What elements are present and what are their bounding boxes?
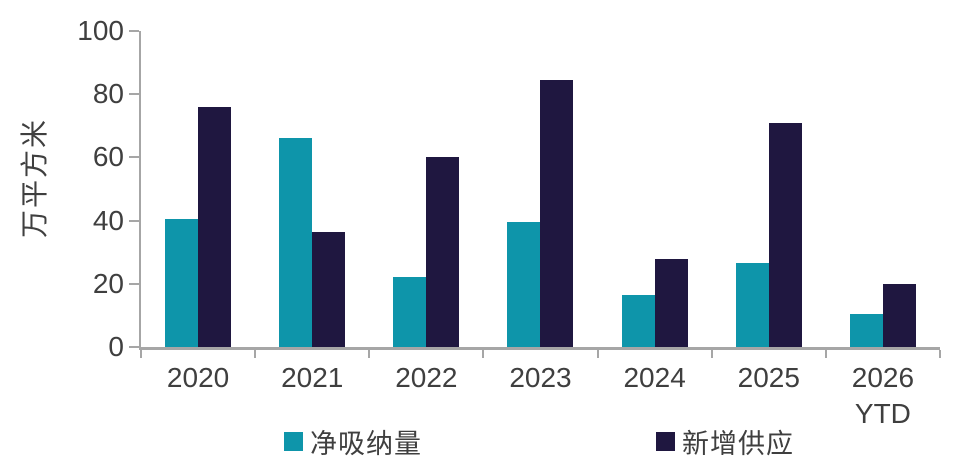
plot-area: 0 20 40 60 80 100 — [77, 17, 941, 361]
bar-group — [255, 31, 369, 347]
x-axis-label: 2020 — [166, 362, 230, 393]
bar-新增供应 — [312, 231, 346, 347]
x-tick-mark — [710, 350, 713, 358]
x-axis-labels: 2020 2021 2022 2023 2024 2025 2026 YTD — [141, 360, 940, 432]
bar-group — [826, 31, 940, 347]
bar-group — [141, 31, 255, 347]
bar-净吸纳量 — [279, 138, 313, 347]
bar-新增供应 — [882, 283, 916, 347]
bar-group — [369, 31, 483, 347]
x-axis-line — [139, 347, 940, 350]
bar-group — [483, 31, 597, 347]
bar-group — [712, 31, 826, 347]
x-tick-mark — [254, 350, 257, 358]
bar-净吸纳量 — [735, 263, 769, 347]
y-tick-mark — [129, 346, 139, 348]
bar-净吸纳量 — [849, 313, 883, 347]
x-axis-label: 2024 — [623, 362, 686, 393]
bar-新增供应 — [426, 157, 460, 347]
bar-新增供应 — [540, 79, 574, 347]
y-tick-mark — [129, 282, 139, 285]
legend-item: 净吸纳量 — [284, 420, 422, 462]
x-tick-mark — [939, 350, 941, 358]
bar-group — [598, 31, 712, 347]
y-tick-mark — [129, 219, 139, 222]
x-axis-label: 2022 — [395, 362, 458, 393]
x-axis-label: 2025 — [737, 362, 800, 393]
legend-label: 净吸纳量 — [310, 428, 422, 459]
y-tick-mark — [129, 30, 139, 32]
y-tick-mark — [129, 156, 139, 159]
bar-净吸纳量 — [507, 222, 541, 347]
x-axis-label: 2021 — [281, 362, 344, 393]
y-tick-label: 40 — [92, 204, 124, 236]
x-axis-label: 2026 YTD — [851, 362, 915, 429]
y-tick-mark — [129, 93, 139, 96]
y-tick-label: 20 — [92, 267, 124, 299]
bar-净吸纳量 — [165, 219, 199, 347]
bar-新增供应 — [198, 106, 232, 347]
y-axis-title: 万平方米 — [19, 117, 50, 239]
x-tick-mark — [140, 350, 142, 358]
legend-swatch — [656, 431, 675, 451]
y-axis-line — [139, 31, 141, 349]
x-axis-label: 2023 — [509, 362, 572, 393]
legend-swatch — [284, 431, 303, 451]
y-tick-label: 100 — [77, 15, 124, 46]
y-tick-label: 80 — [92, 78, 124, 110]
x-tick-mark — [596, 350, 599, 358]
x-tick-mark — [824, 350, 827, 358]
legend: 净吸纳量 新增供应 — [0, 420, 968, 462]
x-tick-mark — [368, 350, 371, 358]
legend-item: 新增供应 — [656, 420, 794, 462]
bar-净吸纳量 — [393, 277, 427, 347]
bar-新增供应 — [768, 122, 802, 347]
x-tick-mark — [482, 350, 485, 358]
bar-新增供应 — [654, 258, 688, 347]
y-tick-label: 60 — [92, 141, 124, 173]
bar-groups — [141, 31, 940, 347]
bar-净吸纳量 — [621, 294, 655, 347]
legend-label: 新增供应 — [682, 428, 794, 459]
y-tick-label: 0 — [108, 331, 124, 362]
